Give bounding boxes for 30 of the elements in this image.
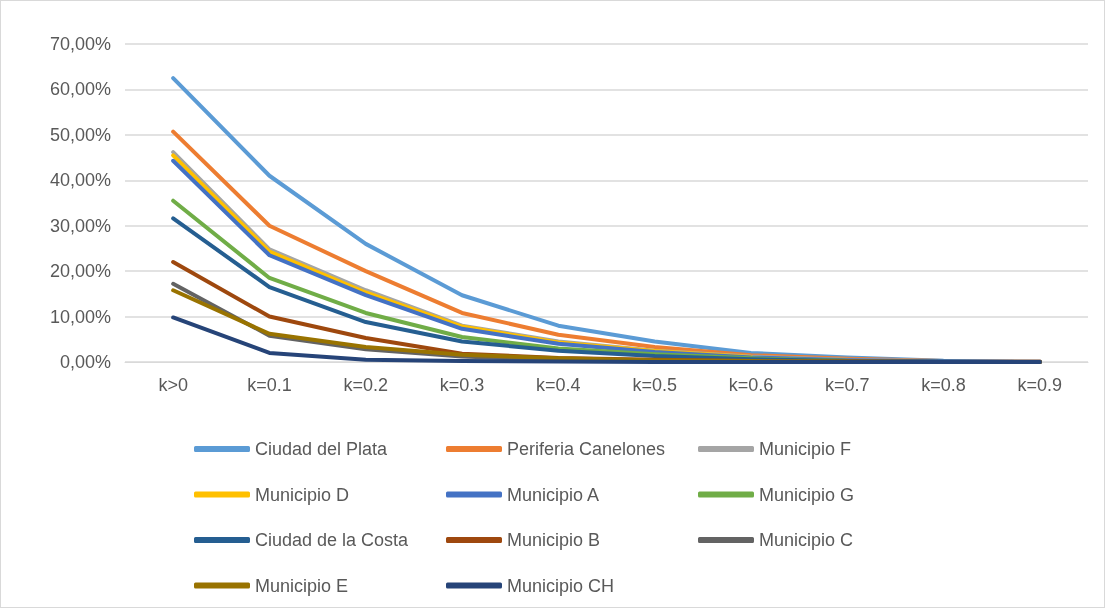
x-tick-label: k=0.7 [824,375,870,395]
legend-label: Ciudad de la Costa [255,530,410,550]
x-tick-label: k=0.3 [439,375,485,395]
y-tick-label: 30,00% [49,215,111,236]
x-tick-label: k=0.1 [247,375,292,395]
legend-label: Municipio F [759,439,852,459]
legend-label: Municipio CH [507,575,615,596]
x-tick-label: k=0.9 [1017,375,1063,395]
y-tick-label: 20,00% [49,261,111,282]
x-tick-label: k=0.6 [728,375,774,395]
y-tick-label: 0,00% [59,352,111,372]
legend-label: Ciudad del Plata [255,439,389,459]
legend-label: Municipio A [507,484,600,505]
line-series [171,315,1042,364]
x-tick-label: k=0.2 [343,375,389,395]
legend-label: Municipio C [759,530,854,550]
y-tick-label: 60,00% [49,79,111,100]
legend-label: Municipio B [507,530,601,550]
y-tick-label: 70,00% [49,34,111,54]
legend-label: Municipio D [255,484,350,505]
x-tick-label: k=0.8 [921,375,966,395]
y-tick-label: 40,00% [49,170,111,191]
x-tick-label: k=0.5 [632,375,677,395]
legend-label: Municipio E [255,575,349,596]
y-tick-label: 50,00% [49,124,111,145]
x-tick-label: k=0.4 [536,375,581,395]
legend-label: Periferia Canelones [507,439,666,459]
y-tick-label: 10,00% [49,306,111,327]
legend-label: Municipio G [759,484,855,505]
x-tick-label: k>0 [158,375,188,395]
